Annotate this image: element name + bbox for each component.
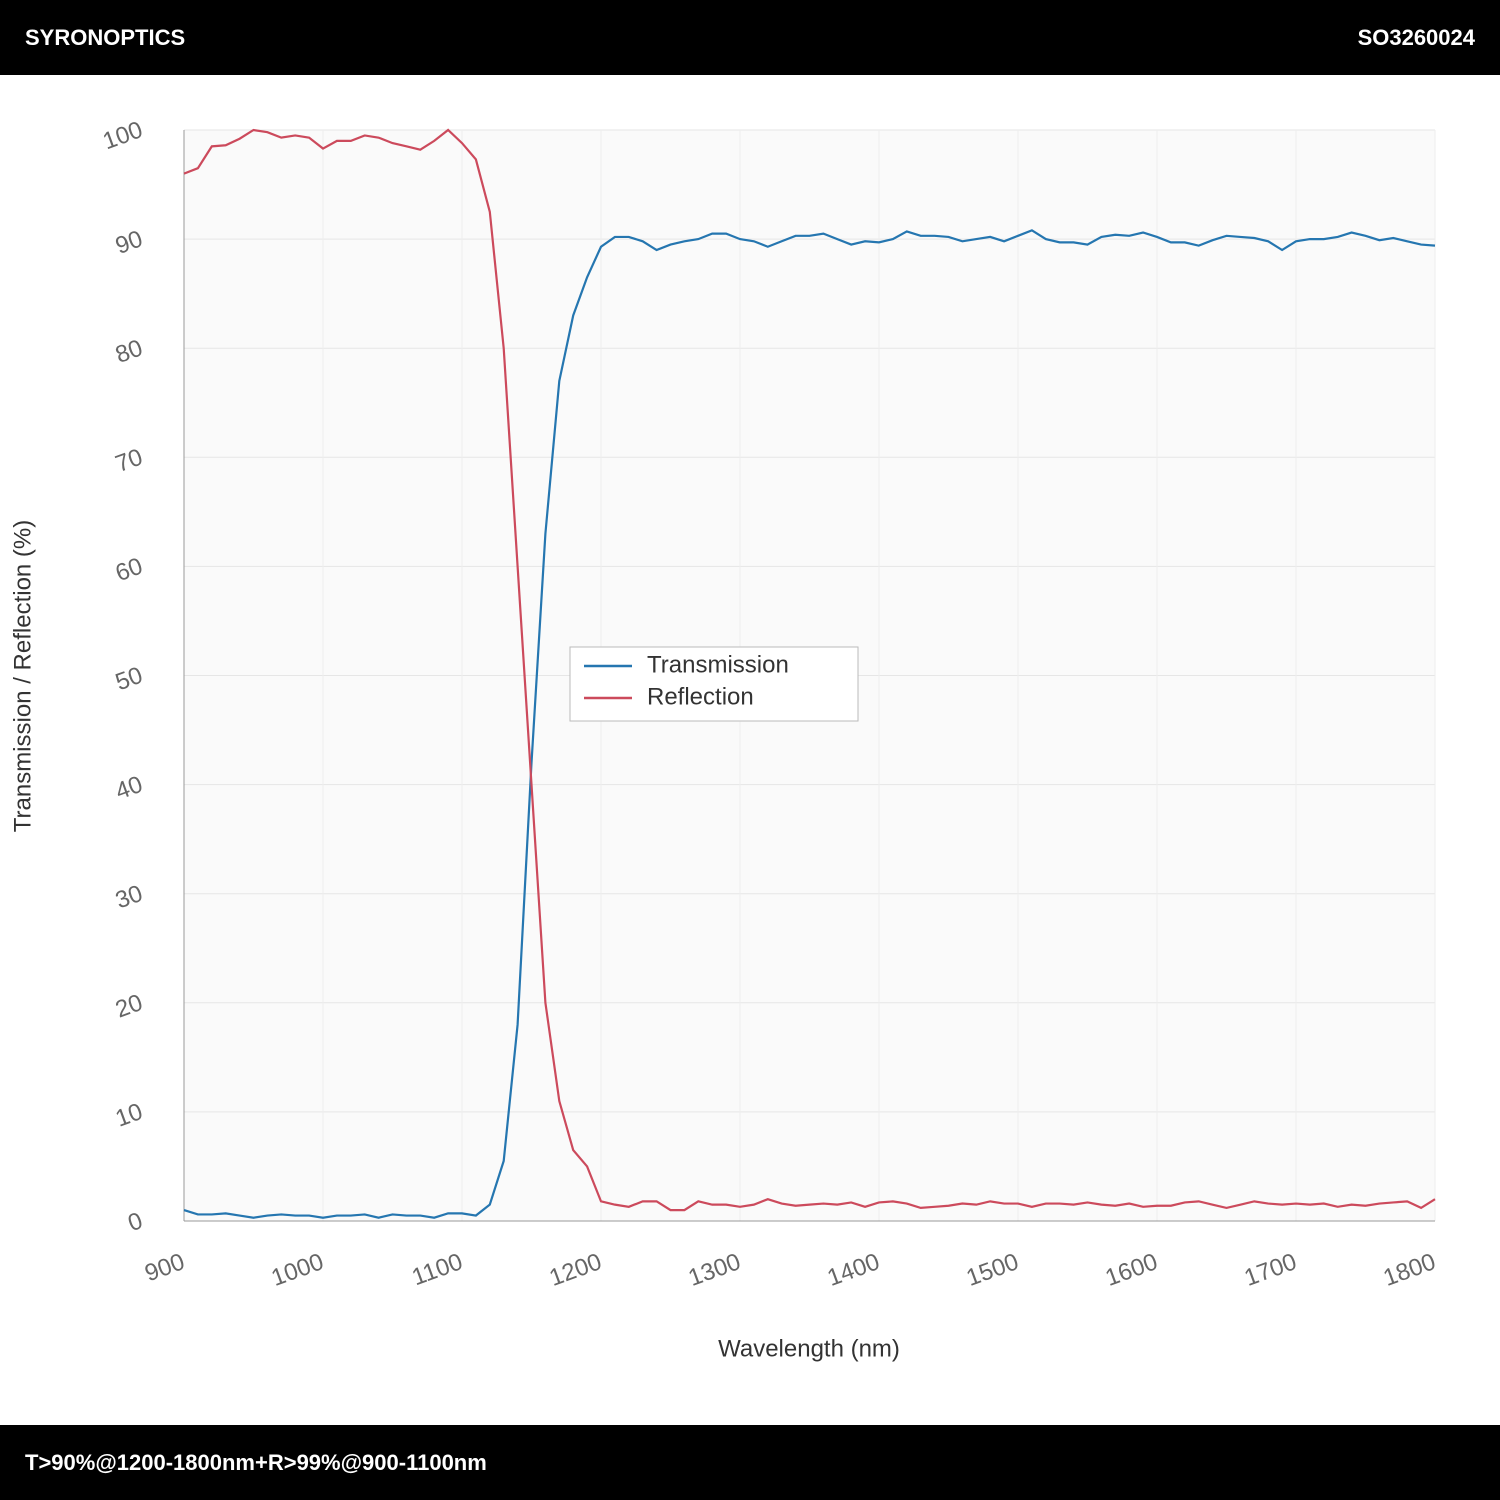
x-tick-label: 1600 — [1102, 1248, 1161, 1292]
x-tick-label: 1300 — [685, 1248, 744, 1292]
y-tick-label: 10 — [112, 1098, 146, 1133]
y-tick-label: 50 — [112, 662, 146, 697]
legend-label: Reflection — [647, 683, 754, 710]
x-tick-label: 1500 — [963, 1248, 1022, 1292]
series-line — [183, 128, 1436, 1212]
brand: SYRONOPTICS — [25, 24, 186, 50]
legend: Transmission Reflection — [569, 646, 859, 722]
legend-box — [569, 646, 859, 722]
y-tick-label: 100 — [99, 116, 146, 155]
y-axis-title: Transmission / Reflection (%) — [9, 520, 36, 833]
y-tick-label: 30 — [112, 880, 146, 915]
y-tick-label: 80 — [112, 334, 146, 369]
x-tick-label: 1100 — [408, 1248, 466, 1291]
x-tick-label: 1000 — [268, 1248, 327, 1292]
legend-label: Transmission — [647, 651, 789, 678]
spec: T>90%@1200-1800nm+R>99%@900-1100nm — [25, 1449, 487, 1475]
header: SYRONOPTICS SO3260024 — [0, 0, 1500, 75]
x-axis-title: Wavelength (nm) — [718, 1335, 900, 1362]
y-tick-label: 0 — [124, 1207, 146, 1237]
y-tick-label: 60 — [112, 553, 146, 588]
y-tick-label: 20 — [112, 989, 146, 1024]
footer: T>90%@1200-1800nm+R>99%@900-1100nm — [0, 1425, 1500, 1500]
x-tick-label: 1800 — [1380, 1248, 1439, 1292]
y-tick-label: 70 — [112, 444, 146, 479]
y-tick-label: 90 — [112, 225, 146, 260]
x-tick-label: 900 — [141, 1248, 188, 1287]
series-line — [183, 229, 1436, 1219]
x-tick-label: 1400 — [824, 1248, 883, 1292]
x-tick-label: 1200 — [546, 1248, 605, 1292]
x-tick-label: 1700 — [1241, 1248, 1300, 1292]
y-tick-label: 40 — [112, 771, 146, 806]
product-code: SO3260024 — [1357, 24, 1475, 50]
